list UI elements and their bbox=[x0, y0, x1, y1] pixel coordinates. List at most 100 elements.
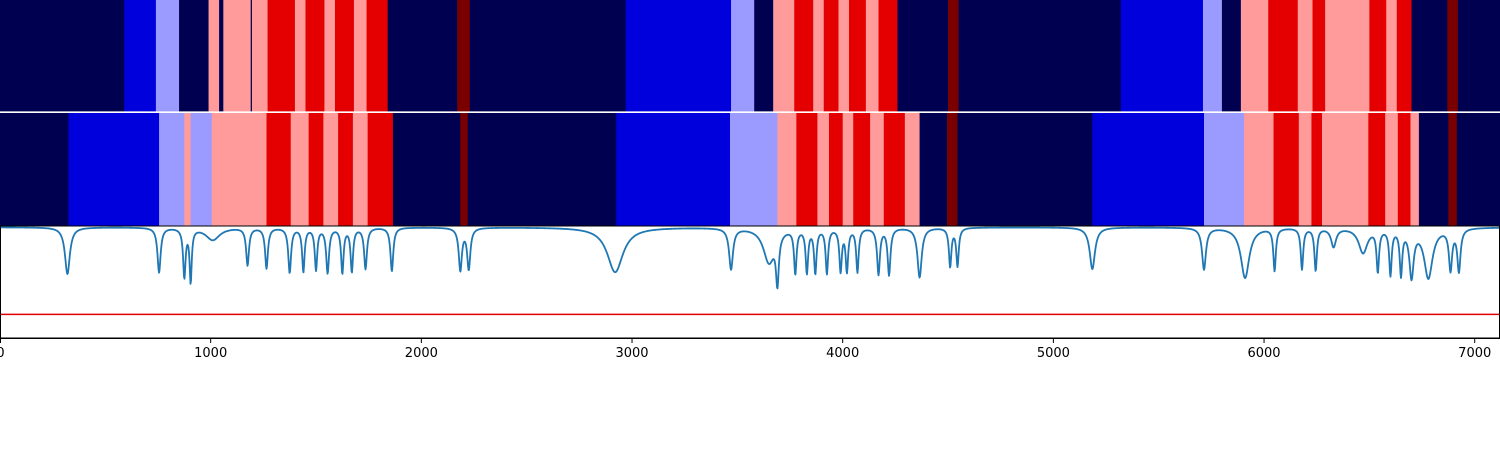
segment bbox=[1297, 0, 1313, 112]
x-tick-label: 7000 bbox=[1458, 346, 1491, 361]
x-axis: 0 1000 2000 3000 4000 5000 6000 7000 bbox=[0, 338, 1500, 361]
segment bbox=[1369, 0, 1387, 112]
segment bbox=[294, 0, 306, 112]
segment bbox=[957, 113, 1093, 226]
segment bbox=[324, 0, 336, 112]
segment bbox=[946, 113, 958, 226]
segment bbox=[870, 113, 885, 226]
segment bbox=[1385, 113, 1399, 226]
segment bbox=[777, 113, 797, 226]
segment bbox=[1410, 113, 1420, 226]
segment bbox=[1457, 0, 1500, 112]
segment bbox=[883, 113, 906, 226]
segment bbox=[729, 113, 778, 226]
x-tick-label: 3000 bbox=[615, 346, 648, 361]
x-tick-label: 6000 bbox=[1247, 346, 1280, 361]
segment bbox=[1386, 0, 1398, 112]
segment bbox=[155, 0, 180, 112]
segment bbox=[1397, 113, 1411, 226]
segment bbox=[1325, 0, 1370, 112]
segment bbox=[323, 113, 339, 226]
segment bbox=[773, 0, 795, 112]
x-tick-label: 2000 bbox=[405, 346, 438, 361]
segment bbox=[794, 0, 814, 112]
segmentation-track-1 bbox=[0, 0, 1500, 112]
segment bbox=[1311, 113, 1323, 226]
segment bbox=[338, 113, 354, 226]
segment bbox=[1244, 113, 1274, 226]
segment bbox=[853, 113, 871, 226]
segment bbox=[1321, 113, 1369, 226]
segment bbox=[1298, 113, 1312, 226]
segment bbox=[1240, 0, 1269, 112]
segment bbox=[817, 113, 830, 226]
segment bbox=[334, 0, 355, 112]
segment bbox=[223, 0, 252, 112]
segment bbox=[0, 113, 69, 226]
segment bbox=[1396, 0, 1412, 112]
segment bbox=[366, 0, 389, 112]
segment bbox=[353, 0, 367, 112]
segment bbox=[352, 113, 369, 226]
segment bbox=[190, 113, 213, 226]
segment bbox=[250, 0, 253, 112]
segment bbox=[1448, 113, 1458, 226]
segment bbox=[878, 0, 898, 112]
x-tick-label: 4000 bbox=[826, 346, 859, 361]
segment bbox=[1268, 0, 1299, 112]
segment bbox=[184, 113, 192, 226]
segment bbox=[392, 113, 461, 226]
segment bbox=[211, 113, 267, 226]
segment bbox=[625, 0, 732, 112]
segment bbox=[469, 0, 627, 112]
segment bbox=[0, 0, 125, 112]
x-tick-label: 1000 bbox=[194, 346, 227, 361]
segment bbox=[823, 0, 839, 112]
segment bbox=[1202, 0, 1223, 112]
segment bbox=[219, 0, 224, 112]
signal-plot-panel bbox=[0, 225, 1500, 339]
signal-line bbox=[0, 226, 1500, 290]
segment bbox=[1092, 113, 1205, 226]
segment bbox=[305, 0, 325, 112]
segment bbox=[731, 0, 755, 112]
segment bbox=[948, 0, 959, 112]
plot-background bbox=[0, 226, 1500, 338]
segment bbox=[919, 113, 948, 226]
x-tick-label: 0 bbox=[0, 346, 5, 361]
segment bbox=[958, 0, 1122, 112]
segment bbox=[159, 113, 185, 226]
segment bbox=[1312, 0, 1326, 112]
segment bbox=[267, 0, 296, 112]
segment bbox=[754, 0, 774, 112]
segment bbox=[308, 113, 324, 226]
segment bbox=[842, 113, 854, 226]
segment bbox=[290, 113, 310, 226]
segment bbox=[1273, 113, 1300, 226]
segment bbox=[796, 113, 818, 226]
segment bbox=[367, 113, 394, 226]
segment bbox=[1221, 0, 1242, 112]
segment bbox=[208, 0, 220, 112]
segment bbox=[457, 0, 471, 112]
segment bbox=[1447, 0, 1459, 112]
segmentation-track-2 bbox=[0, 113, 1500, 226]
segment bbox=[1120, 0, 1204, 112]
segment bbox=[460, 113, 469, 226]
segment bbox=[387, 0, 458, 112]
segment bbox=[1418, 113, 1449, 226]
segment bbox=[179, 0, 209, 112]
segment bbox=[1204, 113, 1245, 226]
segment bbox=[897, 0, 949, 112]
segment bbox=[266, 113, 292, 226]
segment bbox=[849, 0, 867, 112]
segment bbox=[68, 113, 160, 226]
segment bbox=[865, 0, 879, 112]
x-tick-label: 5000 bbox=[1037, 346, 1070, 361]
segment bbox=[1368, 113, 1386, 226]
segment bbox=[1456, 113, 1500, 226]
segment bbox=[838, 0, 850, 112]
segment bbox=[813, 0, 825, 112]
segment bbox=[251, 0, 268, 112]
